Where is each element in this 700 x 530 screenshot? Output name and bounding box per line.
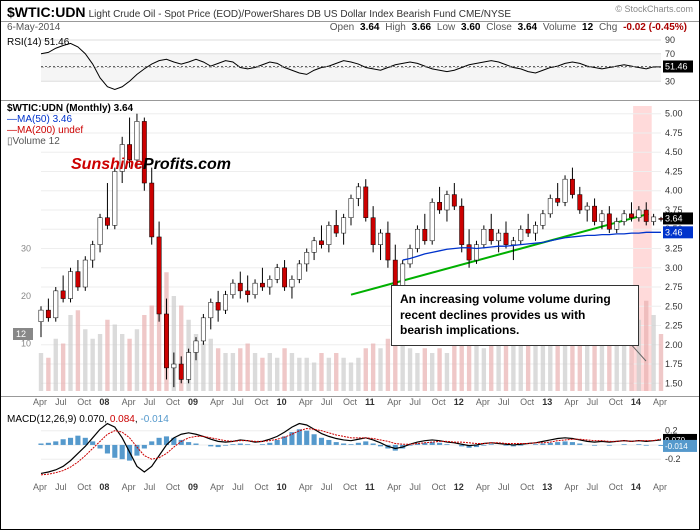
ma50-legend: —MA(50) 3.46 <box>7 114 133 125</box>
close-value: 3.64 <box>518 22 537 33</box>
svg-text:4.00: 4.00 <box>665 186 683 196</box>
watermark: SunshineProfits.com <box>71 156 231 174</box>
annotation-box: An increasing volume volume during recen… <box>391 285 639 346</box>
change-value: -0.02 (-0.45%) <box>623 22 687 33</box>
svg-text:4.50: 4.50 <box>665 147 683 157</box>
svg-text:-0.014: -0.014 <box>665 442 688 451</box>
low-value: 3.60 <box>461 22 480 33</box>
svg-text:70: 70 <box>665 49 675 59</box>
svg-text:20: 20 <box>21 291 31 301</box>
svg-text:3.00: 3.00 <box>665 263 683 273</box>
macd-panel: MACD(12,26,9) 0.070, 0.084, -0.014 -0.20… <box>1 412 699 482</box>
svg-text:4.75: 4.75 <box>665 128 683 138</box>
svg-text:12: 12 <box>16 329 26 339</box>
svg-text:30: 30 <box>665 76 675 86</box>
svg-text:30: 30 <box>21 244 31 254</box>
svg-text:51.46: 51.46 <box>665 61 688 71</box>
svg-text:4.25: 4.25 <box>665 166 683 176</box>
source-label: © StockCharts.com <box>615 4 693 14</box>
ma200-legend: —MA(200) undef <box>7 125 133 136</box>
svg-text:2.50: 2.50 <box>665 301 683 311</box>
price-ticker-line: $WTIC:UDN (Monthly) 3.64 <box>7 103 133 114</box>
ticker-description: Light Crude Oil - Spot Price (EOD)/Power… <box>89 9 511 20</box>
x-axis-macd: AprJulOct08AprJulOct09AprJulOct10AprJulO… <box>1 482 699 497</box>
price-panel: $WTIC:UDN (Monthly) 3.64 —MA(50) 3.46 —M… <box>1 101 699 397</box>
price-legend: $WTIC:UDN (Monthly) 3.64 —MA(50) 3.46 —M… <box>7 103 133 147</box>
chart-container: © StockCharts.com $WTIC:UDN Light Crude … <box>0 0 700 530</box>
svg-text:1.50: 1.50 <box>665 378 683 388</box>
ticker-symbol: $WTIC:UDN <box>7 4 86 20</box>
svg-text:1.75: 1.75 <box>665 359 683 369</box>
svg-text:2.00: 2.00 <box>665 340 683 350</box>
svg-text:3.25: 3.25 <box>665 244 683 254</box>
x-axis-price: AprJulOct08AprJulOct09AprJulOct10AprJulO… <box>1 397 699 412</box>
volume-value: 12 <box>582 22 593 33</box>
rsi-chart: 3050709051.46 <box>1 35 700 100</box>
svg-text:3.46: 3.46 <box>665 227 683 237</box>
macd-label: MACD(12,26,9) 0.070, 0.084, -0.014 <box>7 414 169 425</box>
svg-text:90: 90 <box>665 35 675 45</box>
svg-text:3.64: 3.64 <box>665 213 683 223</box>
rsi-label: RSI(14) 51.46 <box>7 37 69 48</box>
volume-legend: ▯Volume 12 <box>7 136 133 147</box>
high-value: 3.66 <box>412 22 431 33</box>
open-value: 3.64 <box>360 22 379 33</box>
rsi-panel: RSI(14) 51.46 3050709051.46 <box>1 35 699 101</box>
ohlc-bar: 6-May-2014 Open 3.64 High 3.66 Low 3.60 … <box>1 22 699 35</box>
chart-header: © StockCharts.com $WTIC:UDN Light Crude … <box>1 1 699 22</box>
svg-text:2.25: 2.25 <box>665 321 683 331</box>
svg-text:-0.2: -0.2 <box>665 454 681 464</box>
svg-text:2.75: 2.75 <box>665 282 683 292</box>
svg-text:5.00: 5.00 <box>665 109 683 119</box>
date-label: 6-May-2014 <box>7 22 60 33</box>
